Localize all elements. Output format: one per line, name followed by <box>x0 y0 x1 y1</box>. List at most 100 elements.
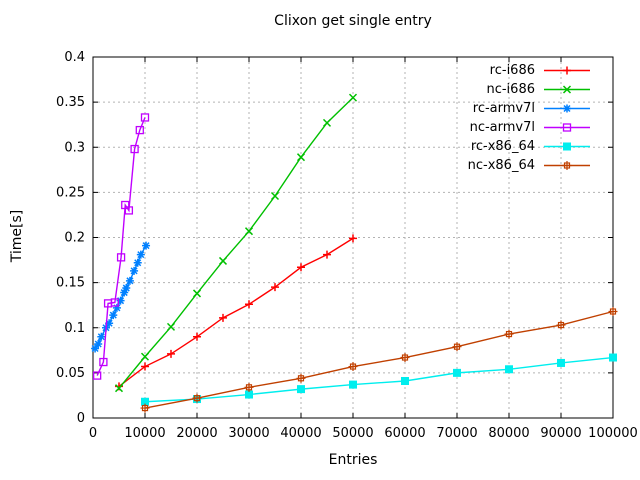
data-point-marker <box>135 125 144 135</box>
x-tick-label: 10000 <box>124 426 165 441</box>
data-point-marker <box>136 250 145 259</box>
y-tick-label: 0.25 <box>56 185 85 200</box>
x-tick-label: 90000 <box>540 426 581 441</box>
y-tick-label: 0.4 <box>64 50 85 65</box>
data-point-marker <box>218 256 228 265</box>
data-point-marker <box>192 289 202 298</box>
data-point-marker <box>192 393 202 403</box>
data-point-marker <box>296 373 306 383</box>
data-point-marker <box>166 322 176 331</box>
x-tick-label: 80000 <box>488 426 529 441</box>
data-point-marker <box>140 352 150 361</box>
data-point-marker <box>505 365 513 374</box>
data-point-marker <box>124 206 134 215</box>
data-point-marker <box>556 320 566 330</box>
data-point-marker <box>563 104 571 113</box>
data-point-marker <box>91 344 100 353</box>
data-point-marker <box>557 358 565 367</box>
x-axis-label: Entries <box>328 452 378 468</box>
legend-sample-asterisk-icon <box>544 104 590 113</box>
legend-item-rc-armv7l: rc-armv7l <box>468 99 590 118</box>
data-point-marker <box>562 85 572 94</box>
series-nc-i686 <box>114 93 358 393</box>
data-point-marker <box>116 253 126 262</box>
data-point-marker <box>114 384 124 393</box>
y-tick-label: 0.05 <box>56 366 85 381</box>
data-point-marker <box>140 113 150 122</box>
y-tick-labels: 0 0.05 0.1 0.15 0.2 0.25 0.3 0.35 0.4 <box>56 50 85 426</box>
x-tick-label: 60000 <box>384 426 425 441</box>
legend-item-nc-i686: nc-i686 <box>468 80 590 99</box>
data-point-marker <box>400 353 410 363</box>
data-point-marker <box>112 303 121 312</box>
data-point-marker <box>244 382 254 392</box>
data-point-marker <box>563 66 571 75</box>
x-tick-labels: 0 10000 20000 30000 40000 50000 60000 70000 8000… <box>89 426 638 441</box>
x-tick-label: 30000 <box>228 426 269 441</box>
data-point-marker <box>401 376 409 385</box>
legend-item-rc-i686: rc-i686 <box>468 61 590 80</box>
legend-sample-square-plus-icon <box>544 161 590 170</box>
data-point-marker <box>297 263 305 272</box>
legend-label: rc-x86_64 <box>470 139 535 154</box>
data-point-marker <box>348 362 358 372</box>
data-point-marker <box>453 368 461 377</box>
x-tick-label: 100000 <box>588 426 638 441</box>
data-point-marker <box>110 298 119 307</box>
x-tick-label: 50000 <box>332 426 373 441</box>
data-point-marker <box>322 118 332 127</box>
series-nc-armv7l <box>93 113 150 380</box>
legend-sample-plus-icon <box>544 66 590 75</box>
legend-sample-open-square-icon <box>544 123 590 132</box>
x-tick-label: 0 <box>89 426 97 441</box>
chart-title: Clixon get single entry <box>274 13 432 29</box>
data-point-marker <box>109 311 118 320</box>
y-tick-label: 0 <box>77 411 85 426</box>
data-point-marker <box>297 385 305 394</box>
data-point-marker <box>609 353 617 362</box>
legend-item-nc-x86_64: nc-x86_64 <box>468 156 590 175</box>
x-tick-label: 20000 <box>176 426 217 441</box>
series-line <box>144 310 614 409</box>
legend-sample-cross-icon <box>544 85 590 94</box>
data-point-marker <box>99 357 108 367</box>
data-point-marker <box>562 161 572 170</box>
legend-label: nc-armv7l <box>469 120 535 135</box>
data-point-marker <box>562 123 572 132</box>
data-point-marker <box>349 380 357 389</box>
y-tick-label: 0.3 <box>64 140 85 155</box>
data-point-marker <box>219 313 227 322</box>
series-line <box>96 117 146 376</box>
legend-item-rc-x86_64: rc-x86_64 <box>468 137 590 156</box>
data-point-marker <box>167 349 175 358</box>
data-point-marker <box>244 227 254 236</box>
legend-label: rc-i686 <box>489 63 535 78</box>
series-line <box>118 97 354 389</box>
data-point-marker <box>323 250 331 259</box>
plot-border <box>92 56 614 419</box>
legend: rc-i686 nc-i686 rc-armv7l nc-armv7l rc-x86_6… <box>468 61 590 175</box>
y-tick-label: 0.15 <box>56 276 85 291</box>
data-point-marker <box>452 342 462 352</box>
legend-sample-filled-square-icon <box>544 142 590 151</box>
x-tick-label: 40000 <box>280 426 321 441</box>
data-point-marker <box>97 332 106 341</box>
data-point-marker <box>142 241 151 250</box>
data-point-marker <box>116 296 125 305</box>
series-line <box>144 356 614 403</box>
legend-label: nc-i686 <box>486 82 535 97</box>
data-point-marker <box>105 319 114 328</box>
x-tick-label: 70000 <box>436 426 477 441</box>
data-point-marker <box>349 234 357 243</box>
data-point-marker <box>504 329 514 339</box>
data-point-marker <box>140 403 150 413</box>
data-point-marker <box>130 144 139 154</box>
data-point-marker <box>563 142 571 151</box>
data-point-marker <box>141 362 149 371</box>
series-nc-x86_64 <box>140 307 618 413</box>
data-point-marker <box>93 371 102 380</box>
series-rc-i686 <box>115 234 357 391</box>
series-line <box>118 237 354 387</box>
